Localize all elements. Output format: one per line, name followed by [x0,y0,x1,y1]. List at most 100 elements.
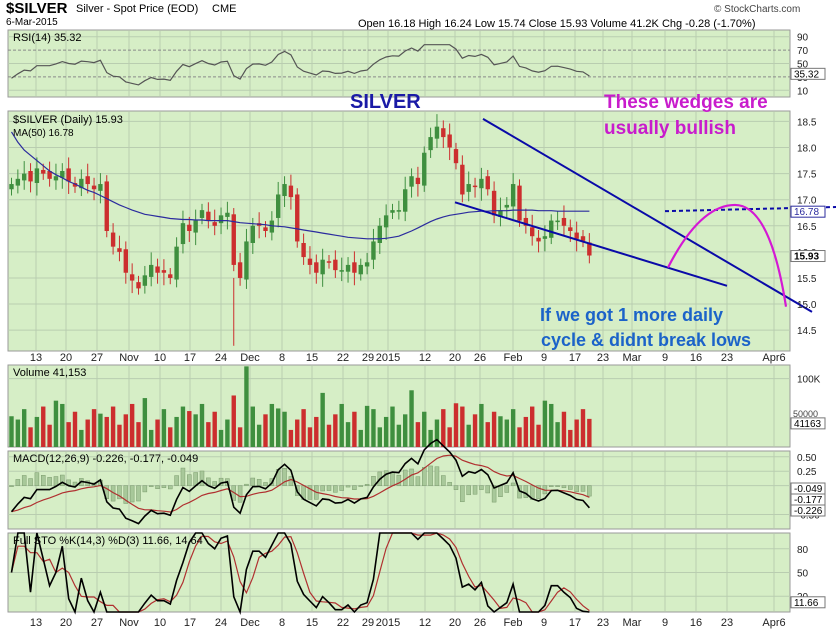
candle-body [453,149,459,164]
macd-legend: MACD(12,26,9) -0.226, -0.177, -0.049 [13,453,198,465]
x-tick-label: 9 [541,617,547,629]
volume-bar [60,403,65,447]
x-tick-label: 29 [362,617,374,629]
candle-body [301,243,306,258]
candle-body [530,227,535,237]
candle-body [415,177,421,185]
volume-bar [9,416,14,447]
volume-bar [428,429,433,447]
candle-body [472,185,478,188]
volume-bar [409,390,414,447]
price-tick-label: 17.5 [797,170,817,181]
volume-bar [472,414,478,447]
upper-wedge-line [482,117,813,313]
candle-body [466,184,471,192]
macd-histogram-bar [587,485,592,497]
volume-bar [218,429,224,447]
x-tick-label: 12 [419,617,431,629]
candle-body [206,211,211,221]
candle-body [60,171,65,178]
candle-body [79,178,84,189]
price-tick-label: 15.5 [797,274,817,285]
macd-histogram-bar [142,485,148,493]
macd-histogram-bar [485,485,490,494]
ohlc-label: Open 16.18 High 16.24 Low 15.74 Close 15… [358,18,756,30]
x-tick-label: 9 [662,617,668,629]
candle-body [561,217,567,226]
volume-bar [460,406,465,447]
volume-bar [91,409,97,447]
volume-bar [34,416,40,447]
volume-bar [517,427,522,447]
macd-histogram-bar [580,485,586,492]
volume-bar [390,406,395,447]
candle-body [47,171,52,179]
macd-histogram-bar [161,485,167,488]
candle-body [28,171,33,182]
macd-histogram-bar [212,481,217,486]
volume-tick-label: 100K [797,375,821,386]
candle-body [485,176,490,190]
macd-histogram-bar [307,485,313,500]
annotation-title: SILVER [350,91,421,113]
candle-body [383,215,389,228]
volume-bar [580,409,586,447]
x-tick-label: Mar [623,617,642,629]
candle-body [66,168,71,182]
volume-bar [168,427,173,447]
candle-body [85,176,90,185]
candle-body [269,220,275,233]
ma-value-tag [790,205,826,218]
x-tick-label: 26 [474,352,486,364]
x-tick-label: 15 [306,352,318,364]
x-tick-label: 22 [337,617,349,629]
x-tick-label: 15 [306,617,318,629]
macd-histogram-bar [409,468,414,486]
candle-body [422,152,427,186]
candle-body [479,178,484,189]
macd-histogram-bar [504,485,510,493]
candle-body [580,236,586,241]
x-tick-label: 13 [30,352,42,364]
candle-body [250,225,255,243]
macd-histogram-bar [288,476,294,486]
x-tick-label: 17 [569,352,581,364]
volume-bar [504,419,509,447]
macd-histogram-bar [491,485,497,503]
candle-body [498,210,503,217]
candle-body [295,194,300,242]
volume-bar [441,409,446,447]
x-tick-label: 20 [60,617,72,629]
candle-body [72,183,78,187]
candle-body [536,237,541,242]
x-tick-label: 29 [362,352,374,364]
macd-histogram-bar [320,485,325,492]
macd-histogram-bar [339,485,344,491]
price-legend: $SILVER (Daily) 15.93 [13,114,123,126]
volume-bar [28,427,33,447]
candle-body [447,134,452,148]
macd-histogram-bar [428,465,433,486]
annotation-wedge-1: These wedges are [604,92,768,113]
macd-histogram-bar [574,485,579,493]
macd-histogram-bar [466,485,471,496]
macd-value-label: -0.049 [794,484,823,495]
volume-bar [149,429,154,447]
candle-body [441,128,446,138]
volume-bar [536,424,541,447]
x-tick-label: 23 [597,352,609,364]
volume-bar [434,419,440,447]
ma-legend: MA(50) 16.78 [13,128,74,139]
lower-wedge-line [454,201,728,287]
macd-histogram-bar [510,482,516,486]
macd-histogram-bar [53,476,59,486]
price-tick-label: 14.5 [797,326,817,337]
volume-bar [574,419,579,447]
macd-histogram-bar [168,485,173,490]
macd-histogram-bar [345,485,351,488]
macd-tick-label: 0.25 [797,467,817,478]
macd-histogram-bar [60,474,65,486]
x-tick-label: 26 [474,617,486,629]
sto-tick-label: 80 [797,545,809,556]
date-label: 6-Mar-2015 [6,17,58,28]
